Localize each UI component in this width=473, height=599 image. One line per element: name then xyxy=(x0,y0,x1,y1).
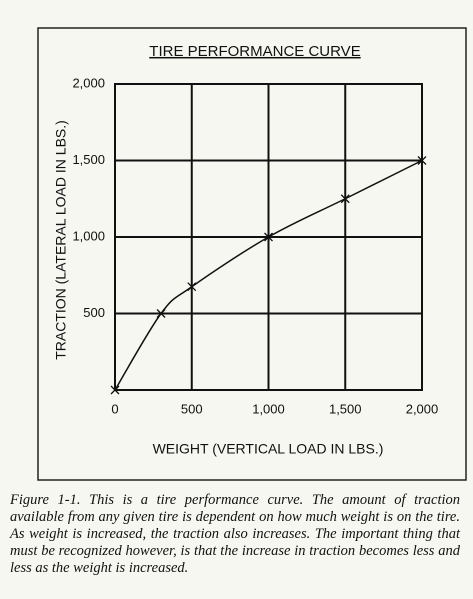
chart-frame xyxy=(37,27,467,481)
point-marker xyxy=(417,156,427,165)
x-tick-label: 1,500 xyxy=(329,401,362,416)
y-tick-label: 1,000 xyxy=(72,228,105,243)
x-axis-label: WEIGHT (VERTICAL LOAD IN LBS.) xyxy=(153,441,384,457)
curve xyxy=(114,159,423,391)
x-tick-label: 500 xyxy=(181,401,203,416)
caption: Figure 1-1. This is a tire performance c… xyxy=(10,492,460,576)
y-tick-label: 1,500 xyxy=(72,152,105,167)
point-marker xyxy=(156,309,166,318)
x-tick-label: 2,000 xyxy=(406,401,439,416)
y-tick-label: 2,000 xyxy=(72,75,105,90)
x-tick-label: 0 xyxy=(111,401,118,416)
x-tick-label: 1,000 xyxy=(252,401,285,416)
point-marker xyxy=(110,385,120,395)
y-axis-label: TRACTION (LATERAL LOAD IN LBS.) xyxy=(53,120,69,360)
point-marker xyxy=(340,194,350,204)
chart-title: TIRE PERFORMANCE CURVE xyxy=(149,43,360,60)
y-tick-label: 500 xyxy=(83,305,105,320)
point-marker xyxy=(264,232,273,242)
chart: TIRE PERFORMANCE CURVE WEIGHT (VERTICAL … xyxy=(37,27,467,481)
point-marker xyxy=(187,282,197,292)
